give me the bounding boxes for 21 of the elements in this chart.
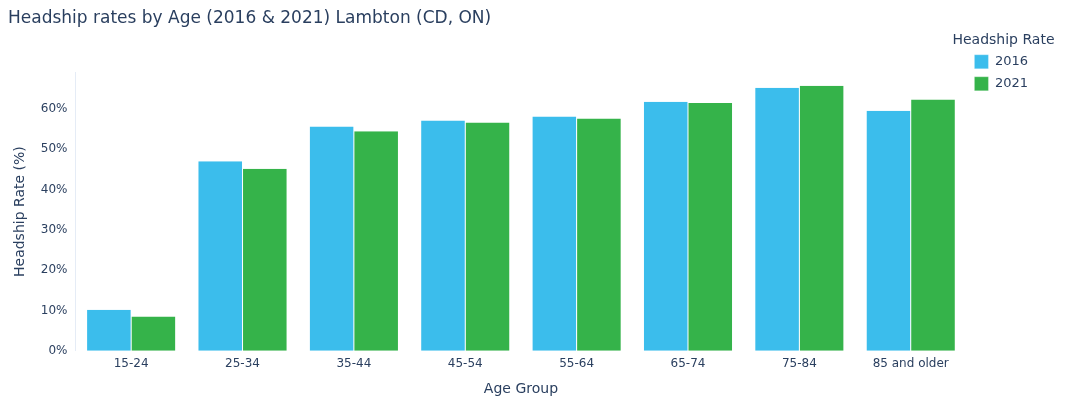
x-tick-label: 65-74 [670,356,706,371]
y-tick-label: 50% [40,141,68,156]
y-axis-title: Headship Rate (%) [11,146,28,277]
legend-label: 2021 [994,75,1029,91]
y-tick-label: 30% [40,221,68,236]
y-tick-label: 10% [40,302,68,317]
x-tick-label: 15-24 [113,356,149,371]
y-tick-label: 40% [40,181,68,196]
x-tick-label: 55-64 [559,356,595,371]
x-tick-label: 25-34 [225,356,260,371]
y-tick-label: 0% [48,342,68,357]
legend-title: Headship Rate [952,30,1055,47]
legend-label: 2016 [994,53,1029,69]
x-tick-label: 85 and older [872,356,949,371]
x-tick-label: 35-44 [336,356,372,371]
y-tick-label: 60% [40,100,68,115]
x-axis-title: Age Group [483,380,559,397]
x-tick-label: 75-84 [781,356,817,371]
chart-title: Headship rates by Age (2016 & 2021) Lambton (CD, ON) [8,6,492,27]
y-tick-label: 20% [40,262,68,277]
x-tick-label: 45-54 [447,356,483,371]
